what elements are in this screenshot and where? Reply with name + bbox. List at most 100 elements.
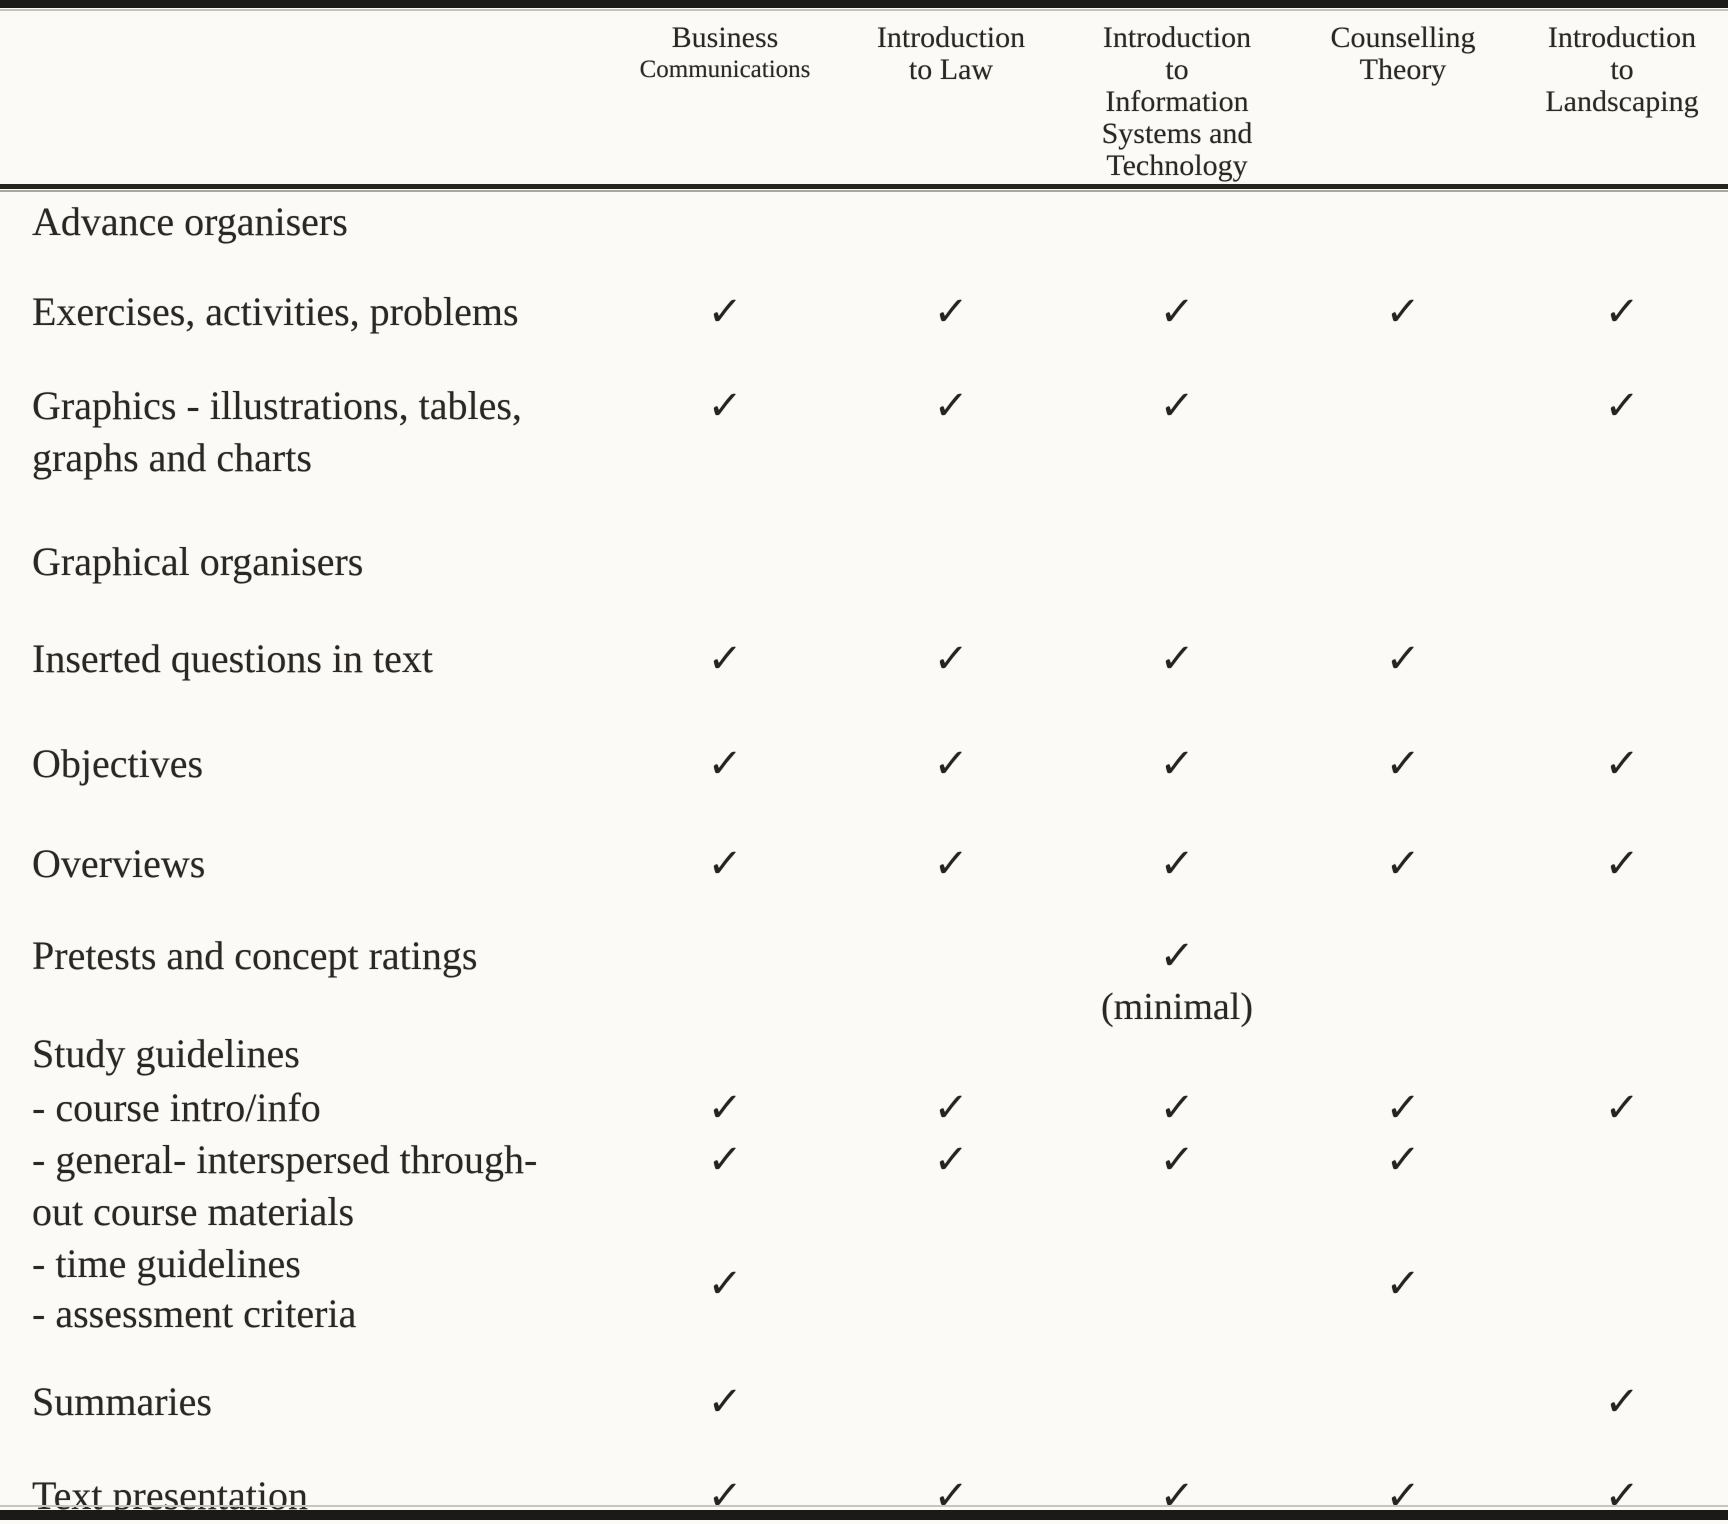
check-cell: ✓ [1064,286,1290,338]
check-cell [1290,1288,1516,1340]
row-label: Inserted questions in text [32,636,434,681]
check-cell [1516,1288,1728,1340]
check-cell: ✓ [1064,738,1290,790]
check-cell [838,1288,1064,1340]
table-row: - time guidelines ✓ ✓ [0,1238,1728,1307]
check-cell: ✓ [1516,838,1728,890]
checkmark-icon: ✓ [1158,1137,1196,1183]
checkmark-icon: ✓ [1384,636,1422,682]
table-row: - course intro/info ✓ ✓ ✓ ✓ ✓ [0,1082,1728,1134]
check-cell [1290,196,1516,248]
check-cell: ✓ [612,286,838,338]
column-header-business-communications: Business Communications [612,20,838,182]
table-row: Study guidelines [0,1028,1728,1080]
row-label: - time guidelines [32,1241,301,1286]
table-row: - assessment criteria [0,1288,1728,1340]
row-label: Objectives [32,741,204,786]
check-cell [838,1376,1064,1428]
check-cell [1064,536,1290,588]
check-cell [1516,1238,1728,1290]
check-cell [1516,633,1728,685]
check-cell: ✓ [1516,380,1728,484]
check-cell [838,1028,1064,1080]
row-label: Summaries [32,1379,212,1424]
check-cell [1516,930,1728,1032]
checkmark-icon: ✓ [706,636,744,682]
column-header-line: Systems and [1101,117,1253,150]
column-header-line: Introduction [876,21,1026,54]
table-row: Advance organisers [0,196,1728,248]
check-cell [838,1238,1064,1290]
check-cell: ✓ [838,738,1064,790]
check-cell [612,930,838,1032]
checkmark-icon: ✓ [1384,841,1422,887]
check-cell: ✓ [1290,286,1516,338]
top-rule-echo [0,9,1728,11]
check-cell [838,196,1064,248]
check-cell [838,930,1064,1032]
checkmark-icon: ✓ [1603,1085,1641,1131]
column-header-introduction-to-landscaping: Introduction to Landscaping [1516,20,1728,182]
check-cell: ✓ (minimal) [1064,930,1290,1032]
table-row: Summaries ✓ ✓ [0,1376,1728,1428]
checkmark-icon: ✓ [1384,1137,1422,1183]
checkmark-icon: ✓ [932,1137,970,1183]
check-cell: ✓ [1290,1082,1516,1134]
column-header-line: Information [1105,85,1249,118]
check-cell: ✓ [838,1082,1064,1134]
check-cell: ✓ [1290,738,1516,790]
table-row: Inserted questions in text ✓ ✓ ✓ ✓ [0,633,1728,685]
checkmark-icon: ✓ [1158,383,1196,429]
check-cell [1516,1028,1728,1080]
header-separator-rule [0,184,1728,189]
check-cell: ✓ [1290,633,1516,685]
table-row: Objectives ✓ ✓ ✓ ✓ ✓ [0,738,1728,790]
checkmark-icon: ✓ [932,289,970,335]
check-cell [1064,196,1290,248]
check-cell: ✓ [838,380,1064,484]
check-cell [612,536,838,588]
header-separator-echo [0,190,1728,192]
table-row: Graphical organisers [0,536,1728,588]
check-cell [1290,536,1516,588]
check-cell [612,196,838,248]
checkmark-icon: ✓ [1158,741,1196,787]
check-cell [1064,1288,1290,1340]
row-label: Pretests and concept ratings [32,933,478,978]
row-label: Exercises, activities, problems [32,289,519,334]
minimal-note: (minimal) [1101,986,1253,1028]
column-header-line: Theory [1359,53,1447,86]
checkmark-icon: ✓ [932,636,970,682]
checkmark-icon: ✓ [706,1085,744,1131]
checkmark-icon: ✓ [932,841,970,887]
check-cell [1290,1376,1516,1428]
column-header-line: to Law [908,53,994,86]
checkmark-icon: ✓ [1158,636,1196,682]
check-cell: ✓ [612,380,838,484]
top-rule [0,0,1728,8]
checkmark-icon: ✓ [1384,289,1422,335]
checkmark-icon: ✓ [932,741,970,787]
checkmark-icon: ✓ [1603,289,1641,335]
row-label: Graphics - illustrations, tables, graphs… [32,383,522,480]
row-label: Study guidelines [32,1031,300,1076]
checkmark-icon: ✓ [932,383,970,429]
column-header-line: Technology [1106,149,1248,182]
check-cell: ✓ [612,1134,838,1238]
check-cell: ✓ [1516,286,1728,338]
column-header-line: Business [671,21,779,54]
checkmark-icon: ✓ [706,383,744,429]
check-cell: ✓ [1064,380,1290,484]
check-cell [1064,1376,1290,1428]
checkmark-icon: ✓ [706,1379,744,1425]
column-header-line: to [1610,53,1634,86]
check-cell: ✓ [838,1134,1064,1238]
check-cell [1516,1134,1728,1238]
check-cell: ✓ [612,1376,838,1428]
check-cell: ✓ [612,1082,838,1134]
checkmark-icon: ✓ [706,741,744,787]
row-label: Overviews [32,841,206,886]
check-cell: ✓ [1290,1238,1516,1307]
column-header-introduction-to-law: Introduction to Law [838,20,1064,182]
check-cell [1064,1238,1290,1290]
